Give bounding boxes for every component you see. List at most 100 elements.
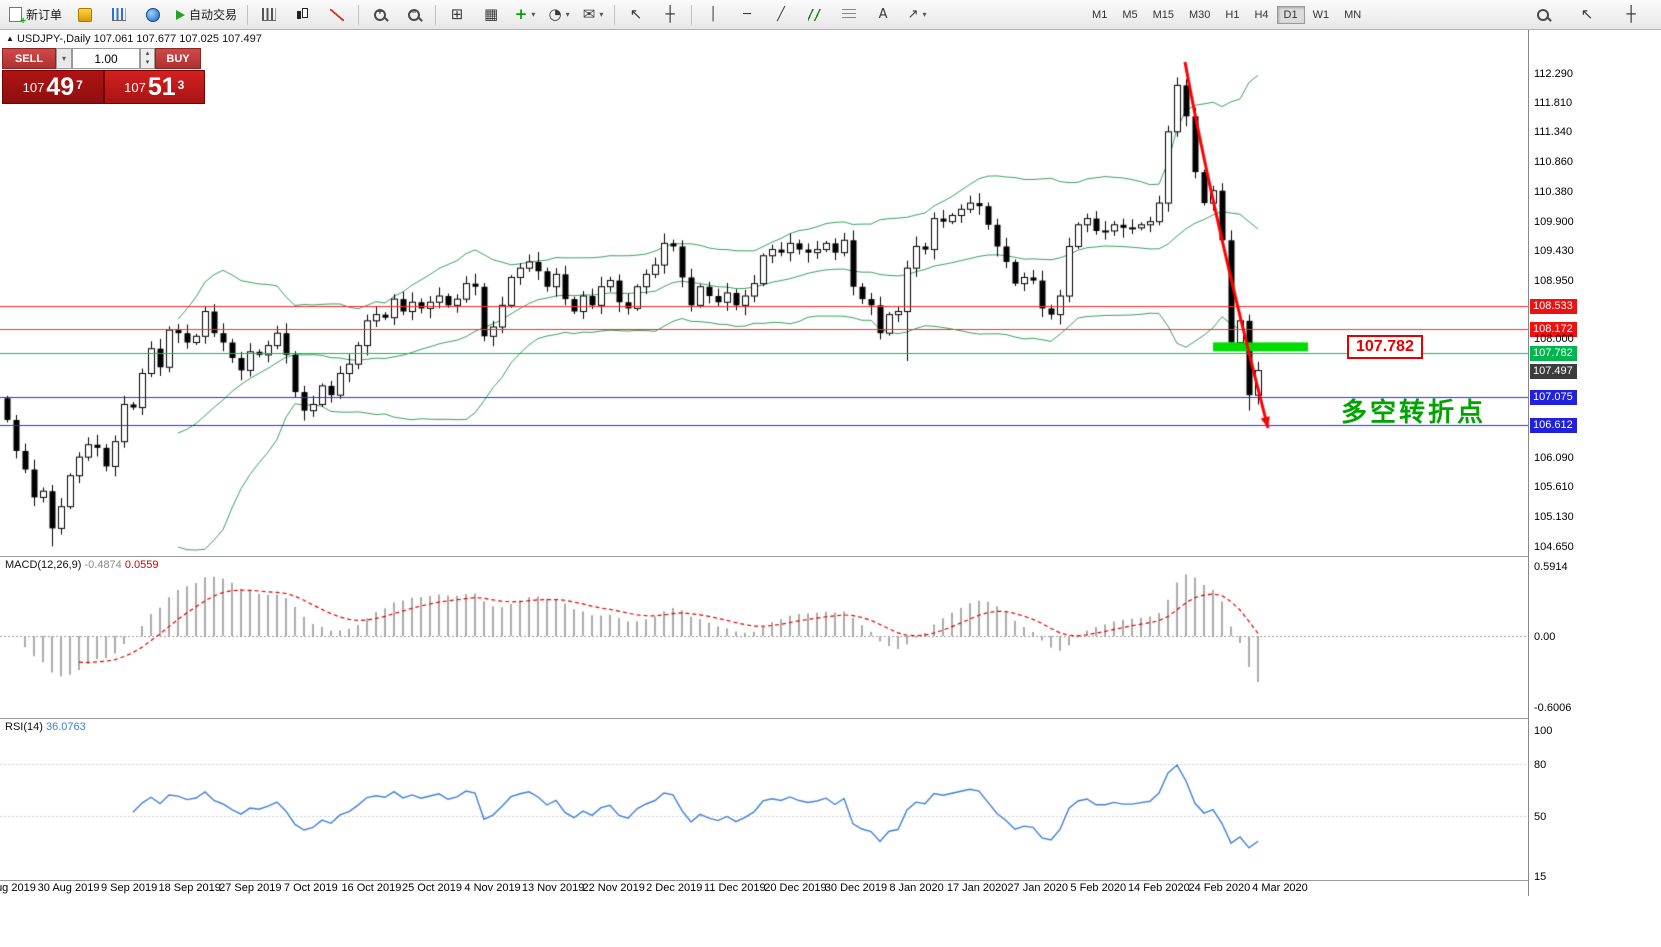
cascade-windows-button[interactable]: ▦ [475, 2, 507, 28]
panel-divider[interactable] [0, 880, 1661, 881]
price-chart-canvas[interactable] [0, 30, 1528, 556]
sell-price-button[interactable]: 107 49 7 [2, 70, 104, 104]
text-tool-button[interactable]: A [867, 2, 899, 28]
timeframe-button-m5[interactable]: M5 [1122, 8, 1138, 21]
pointer-button[interactable]: ↖ [1571, 2, 1603, 28]
arrows-tool-button[interactable]: ↗ ▾ [901, 2, 933, 28]
toolbar-right-group: ↖ ┼ [1527, 2, 1647, 28]
date-label: 22 Nov 2019 [582, 882, 645, 894]
price-annotation-label[interactable]: 107.782 [1347, 335, 1423, 359]
toolbar-separator [435, 4, 437, 25]
chevron-down-icon: ▾ [922, 10, 927, 19]
date-label: 17 Jan 2020 [946, 882, 1008, 894]
search-button[interactable] [1527, 2, 1559, 28]
zoom-in-button[interactable] [364, 2, 396, 28]
price-scale[interactable]: 112.290 111.810 111.340 110.860 110.380 109.9… [1528, 30, 1661, 896]
line-chart-mode-button[interactable] [321, 2, 353, 28]
fibonacci-tool-button[interactable] [833, 2, 865, 28]
timeframe-button-m30[interactable]: M30 [1189, 8, 1211, 21]
indicators-button[interactable]: + ▾ [509, 2, 541, 28]
timeframe-button-h4[interactable]: H4 [1254, 8, 1269, 21]
order-type-dropdown[interactable]: ▾ [56, 48, 72, 69]
timeframe-button-m1[interactable]: M1 [1092, 8, 1108, 21]
price-scale-label: 105.130 [1534, 511, 1574, 524]
channel-tool-button[interactable] [799, 2, 831, 28]
date-label: 4 Nov 2019 [464, 882, 521, 894]
timeframe-button-m15[interactable]: M15 [1152, 8, 1174, 21]
date-label: 9 Sep 2019 [100, 882, 158, 894]
timeframe-button-h1[interactable]: H1 [1225, 8, 1240, 21]
timeframe-button-mn[interactable]: MN [1344, 8, 1362, 21]
rsi-scale-label: 100 [1534, 725, 1553, 737]
date-label: 7 Oct 2019 [283, 882, 338, 894]
price-scale-label: 108.000 [1534, 333, 1574, 346]
date-label: 24 Feb 2020 [1188, 882, 1251, 894]
crosshair-pointer-icon: ┼ [1626, 5, 1636, 23]
navigator-button[interactable] [137, 2, 169, 28]
crosshair-pointer-button[interactable]: ┼ [1615, 2, 1647, 28]
date-label: 13 Nov 2019 [521, 882, 585, 894]
new-order-button[interactable]: 新订单 [4, 2, 67, 28]
autotrading-play-icon [176, 9, 186, 20]
panel-divider[interactable] [0, 718, 1661, 719]
symbol-info-line: ▲ USDJPY-,Daily 107.061 107.677 107.025 … [6, 33, 262, 45]
symbol-ohlc: 107.061 107.677 107.025 107.497 [93, 33, 262, 45]
price-scale-label: 107.782 [1530, 345, 1577, 361]
candlestick-mode-button[interactable] [287, 2, 319, 28]
date-label: 20 Dec 2019 [764, 882, 827, 894]
date-label: 30 Dec 2019 [824, 882, 888, 894]
toolbar-separator [691, 4, 693, 25]
toolbar-separator [358, 4, 360, 25]
periods-button[interactable]: ◔ ▾ [543, 2, 575, 28]
volume-stepper[interactable]: ▴ ▾ [140, 48, 155, 69]
text-tool-icon: A [878, 7, 888, 22]
sell-button[interactable]: SELL [2, 48, 56, 69]
horizontal-line-tool-button[interactable]: ─ [731, 2, 763, 28]
bar-chart-mode-button[interactable] [253, 2, 285, 28]
toolbar-separator [614, 4, 616, 25]
autotrading-button[interactable]: 自动交易 [171, 2, 242, 28]
stepper-down-icon[interactable]: ▾ [145, 58, 150, 66]
cursor-tool-button[interactable]: ↖ [620, 2, 652, 28]
date-label: 2 Dec 2019 [646, 882, 703, 894]
crosshair-icon: ┼ [665, 5, 675, 23]
zoom-out-icon [408, 7, 421, 21]
buy-button[interactable]: BUY [155, 48, 201, 69]
macd-canvas[interactable] [0, 557, 1528, 718]
templates-button[interactable]: ✉ ▾ [577, 2, 609, 28]
trendline-tool-button[interactable]: ╱ [765, 2, 797, 28]
date-label: 16 Oct 2019 [341, 882, 402, 894]
timeframe-button-d1[interactable]: D1 [1276, 5, 1305, 24]
bar-chart-icon [262, 8, 277, 21]
chevron-down-icon: ▾ [61, 54, 66, 63]
vertical-line-tool-button[interactable]: │ [697, 2, 729, 28]
tile-windows-button[interactable]: ⊞ [441, 2, 473, 28]
tile-windows-icon: ⊞ [450, 5, 464, 23]
arrow-tool-icon: ↗ [907, 7, 919, 22]
chevron-down-icon: ▾ [565, 10, 570, 19]
price-scale-label: 111.340 [1534, 126, 1573, 139]
clock-icon: ◔ [548, 5, 562, 23]
price-scale-label: 110.860 [1534, 156, 1573, 169]
rsi-canvas[interactable] [0, 719, 1528, 880]
turning-point-annotation[interactable]: 多空转折点 [1341, 397, 1487, 427]
timeframe-button-w1[interactable]: W1 [1312, 8, 1330, 21]
date-label: 8 Jan 2020 [889, 882, 944, 894]
zoom-out-button[interactable] [398, 2, 430, 28]
panel-divider[interactable] [0, 556, 1661, 557]
macd-scale-label: 0.00 [1534, 631, 1556, 643]
macd-scale-label: -0.6006 [1534, 701, 1572, 714]
price-scale-label: 112.290 [1534, 67, 1573, 80]
price-scale-label: 106.090 [1534, 451, 1574, 464]
collapse-marker-icon[interactable]: ▲ [6, 34, 14, 43]
metaeditor-button[interactable] [69, 2, 101, 28]
buy-price-button[interactable]: 107 51 3 [103, 70, 205, 104]
market-watch-button[interactable] [103, 2, 135, 28]
volume-input[interactable] [72, 48, 140, 69]
candlestick-icon [296, 8, 310, 21]
navigator-icon [146, 7, 161, 22]
crosshair-tool-button[interactable]: ┼ [654, 2, 686, 28]
stepper-up-icon[interactable]: ▴ [145, 49, 150, 57]
